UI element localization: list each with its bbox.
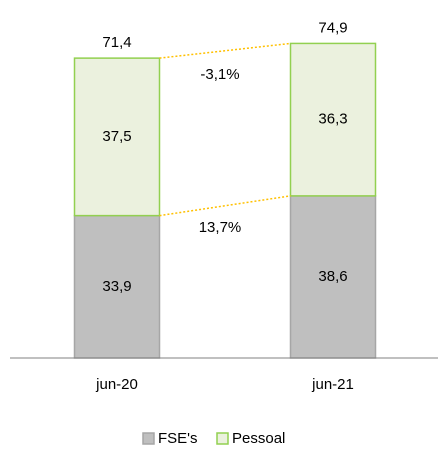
annotation: 13,7% <box>199 219 242 236</box>
bar-segment <box>289 42 377 197</box>
legend-swatch <box>142 432 155 445</box>
value-label: 38,6 <box>318 268 347 285</box>
legend-label: Pessoal <box>232 430 285 447</box>
connector-line <box>159 42 291 59</box>
bar-segment <box>73 57 161 217</box>
total-label: 74,9 <box>318 19 347 36</box>
x-tick-label: jun-20 <box>95 376 138 393</box>
annotation: -3,1% <box>200 66 239 83</box>
x-tick-label: jun-21 <box>311 376 354 393</box>
legend-label: FSE's <box>158 430 198 447</box>
value-label: 37,5 <box>102 128 131 145</box>
legend-swatch <box>216 432 229 445</box>
value-label: 36,3 <box>318 111 347 128</box>
value-label: 33,9 <box>102 278 131 295</box>
bar-segment <box>73 214 161 359</box>
connector-line <box>159 195 291 217</box>
total-label: 71,4 <box>102 34 131 51</box>
